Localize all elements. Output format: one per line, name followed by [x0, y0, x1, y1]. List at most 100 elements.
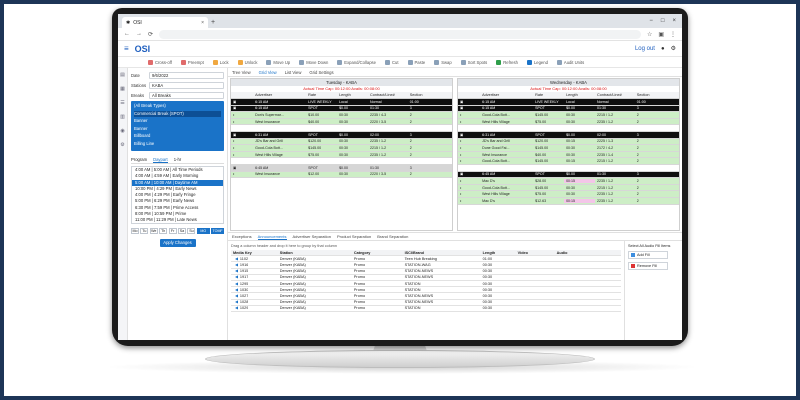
daypart-item[interactable]: 6:30 PM | 7:59 PM | Prime Access [135, 204, 199, 210]
left-subtab[interactable]: Program [131, 157, 148, 162]
address-input[interactable] [159, 29, 641, 39]
grid-header-cell[interactable]: Section [636, 93, 650, 97]
day-toggle[interactable]: Sa [178, 228, 186, 234]
grid-row[interactable] [458, 125, 679, 132]
grid-row[interactable]: ◐ West Hills Village $75.00 00:30 2235 / 1-2… [231, 151, 452, 159]
rail-calendar-icon[interactable]: ▦ [120, 86, 125, 92]
toolbar-item[interactable]: Legend [526, 59, 548, 65]
rail-chart-icon[interactable]: ▥ [120, 114, 125, 120]
day-toggle[interactable]: Th [159, 228, 168, 234]
toolbar-item[interactable]: Cut [384, 59, 399, 65]
add-fill-button[interactable]: Add Fill [628, 251, 668, 259]
grid-header-cell[interactable]: Rate [308, 93, 317, 97]
grid-row[interactable]: ◐ West Insurance $40.00 00:30 2235 / 1-4 2 [458, 151, 679, 159]
grid-row[interactable]: ◐ JD's Bar and Grill $120.00 00:15 2225 / 1-… [458, 138, 679, 146]
daypart-item[interactable]: 11:00 PM | 11:29 PM | Late News [135, 217, 197, 223]
toolbar-item[interactable]: Lock [212, 59, 229, 65]
grid-header-cell[interactable]: Section [409, 93, 423, 97]
rail-list-icon[interactable]: ☰ [120, 100, 125, 106]
toolbar-item[interactable]: Preempt [180, 59, 204, 65]
close-window-icon[interactable]: × [672, 18, 676, 24]
grid-row[interactable]: ▣ 6:31 AM SPOT $0.00 02:00 3 [231, 131, 452, 139]
grid-row[interactable]: ▣ 6:45 AM SPOT $0.00 01:30 3 [458, 171, 679, 179]
toolbar-item[interactable]: Unlock [237, 59, 257, 65]
grid-row[interactable]: ◐ Good-Cola Bott... $145.00 00:30 2215 / 1-2… [458, 112, 679, 119]
day-toggle[interactable]: Fr [168, 228, 177, 234]
daypart-item[interactable]: 4:00 AM | 4:59 AM | Early Morning [135, 173, 199, 179]
grid-row[interactable]: ◐ Dune Good Fai... $145.00 00:30 2172 / 4-2 2 [458, 145, 679, 152]
grid-row[interactable]: ▣ 6:45 AM SPOT $0.00 01:30 3 [231, 164, 452, 172]
toolbar-item[interactable]: Expand/Collapse [337, 59, 376, 65]
browser-tab[interactable]: ✱ OSI × [122, 17, 208, 28]
reload-icon[interactable]: ⟳ [148, 31, 154, 38]
settings-icon[interactable]: ⚙ [670, 46, 676, 52]
view-tab[interactable]: Grid View [258, 69, 277, 75]
grid-row[interactable]: ◐ JD's Bar and Grill $120.00 00:30 2235 / 1-… [231, 138, 452, 146]
table-row[interactable]: ◀ 1102 Denver (KABA) Promo Teen Hub Breakin… [231, 256, 621, 263]
rail-home-icon[interactable]: ▤ [120, 72, 125, 78]
bottom-tab[interactable]: Announcements [257, 233, 287, 240]
table-header-cell[interactable]: Length [482, 250, 496, 255]
break-type-item[interactable]: Billing Line [134, 140, 155, 146]
table-header-cell[interactable]: Video [517, 250, 528, 255]
table-row[interactable]: ◀ 1027 Denver (KABA) Promo STATION-NEWS 00:3… [231, 293, 621, 300]
grid-row[interactable]: ◐ Mac D's $28.00 00:15 2235 / 1-2 2 [458, 178, 679, 185]
left-subtab[interactable]: Daypart [153, 156, 168, 163]
grid-header-cell[interactable]: Rate [535, 93, 544, 97]
forward-icon[interactable]: → [136, 31, 142, 37]
grid-row[interactable]: ◐ Good-Cola Bott... $145.00 00:15 2215 / 1-2… [458, 158, 679, 165]
grid-row[interactable] [231, 125, 452, 132]
grid-row[interactable]: ◐ West Hills Village $75.00 00:30 2235 / 1-2… [458, 118, 679, 126]
grid-row[interactable]: ▣ 6:15 AM LIVE WEEKLY Local Normal 01:00 [231, 99, 452, 106]
table-header-cell[interactable]: Category [353, 250, 371, 255]
daypart-item[interactable]: 8:00 PM | 10:59 PM | Prime [135, 211, 187, 217]
star-icon[interactable]: ☆ [646, 31, 653, 38]
remove-fill-button[interactable]: Remove Fill [628, 262, 668, 270]
left-subtab[interactable]: 1-hr [173, 157, 182, 162]
tab-close-icon[interactable]: × [201, 19, 204, 26]
toolbar-item[interactable]: Cross-off [148, 59, 172, 65]
grid-row[interactable]: ◐ West Insurance $12.00 00:30 2220 / 3-5 2 [231, 171, 452, 179]
menu-dots-icon[interactable]: ⋮ [670, 31, 676, 38]
table-header-cell[interactable]: Media Key [233, 250, 252, 255]
toolbar-item[interactable]: Move Down [299, 59, 328, 65]
daypart-item[interactable]: 10:00 PM | 4:29 PM | Early News [135, 185, 197, 191]
break-type-item[interactable]: Billboard [134, 133, 151, 138]
new-tab-button[interactable]: + [211, 19, 216, 26]
bottom-tab[interactable]: Product Separation [336, 234, 372, 239]
help-icon[interactable]: ● [660, 45, 665, 52]
toolbar-item[interactable]: Swap [434, 59, 452, 65]
daypart-item[interactable]: 4:00 AM | 5:00 AM | All Time Periods [135, 167, 203, 172]
date-field[interactable]: 9/6/2022 [149, 71, 224, 79]
grid-row[interactable]: ◐ Mac D's $12.63 00:15 2235 / 1-2 2 [458, 197, 679, 205]
day-toggle[interactable]: Su [187, 228, 196, 234]
grid-row[interactable]: ▣ 6:31 AM SPOT $0.00 02:00 3 [458, 131, 679, 139]
grid-header-cell[interactable]: Length [566, 93, 578, 97]
table-row[interactable]: ◀ 1295 Denver (KABA) Promo STATION 00:30 [231, 281, 621, 288]
grid-row[interactable]: ◐ West Insurance $40.00 00:30 2220 / 3-5 2 [231, 118, 452, 126]
table-row[interactable]: ◀ 1915 Denver (KABA) Promo STATION-NEWS 00:3… [231, 269, 621, 275]
toolbar-item[interactable]: Audit Units [556, 59, 584, 65]
table-row[interactable]: ◀ 1029 Denver (KABA) Promo STATION 00:30 [231, 306, 621, 312]
grid-header-cell[interactable]: Advertiser [482, 93, 500, 97]
grid-row[interactable]: ◐ Don's Supermar... $10.00 00:30 2235 / 4-3 2 [231, 112, 452, 119]
breaks-select[interactable]: All Breaks [149, 91, 224, 99]
table-row[interactable]: ◀ 1028 Denver (KABA) Promo STATION-NEWS 00:3… [231, 300, 621, 306]
toolbar-item[interactable]: Sort Spots [460, 59, 487, 65]
table-row[interactable]: ◀ 1030 Denver (KABA) Promo STATION 00:30 [231, 287, 621, 294]
back-icon[interactable]: ← [124, 31, 130, 37]
grid-row[interactable]: ◐ West Hills Village $75.00 00:30 2235 / 1-2… [458, 191, 679, 198]
hamburger-menu-icon[interactable]: ≡ [124, 44, 129, 53]
grid-row[interactable]: ▣ 6:15 AM SPOT $0.00 01:30 3 [231, 105, 452, 113]
maximize-icon[interactable]: □ [660, 18, 665, 24]
day-toggle[interactable]: TOMF [211, 228, 224, 234]
grid-row[interactable]: ◐ Good-Cola Bott... $145.00 00:30 2215 / 1-2… [458, 184, 679, 192]
day-toggle[interactable]: MO [196, 228, 210, 234]
view-tab[interactable]: Grid Settings [309, 69, 334, 75]
table-header-cell[interactable]: Audio [556, 250, 568, 255]
bottom-tab[interactable]: Brand Separation [377, 234, 409, 239]
day-toggle[interactable]: We [149, 228, 158, 234]
minimize-icon[interactable]: − [649, 18, 653, 24]
grid-header-cell[interactable]: Length [339, 93, 351, 97]
daypart-item[interactable]: 4:00 PM | 4:29 PM | Early Fringe [135, 192, 196, 198]
